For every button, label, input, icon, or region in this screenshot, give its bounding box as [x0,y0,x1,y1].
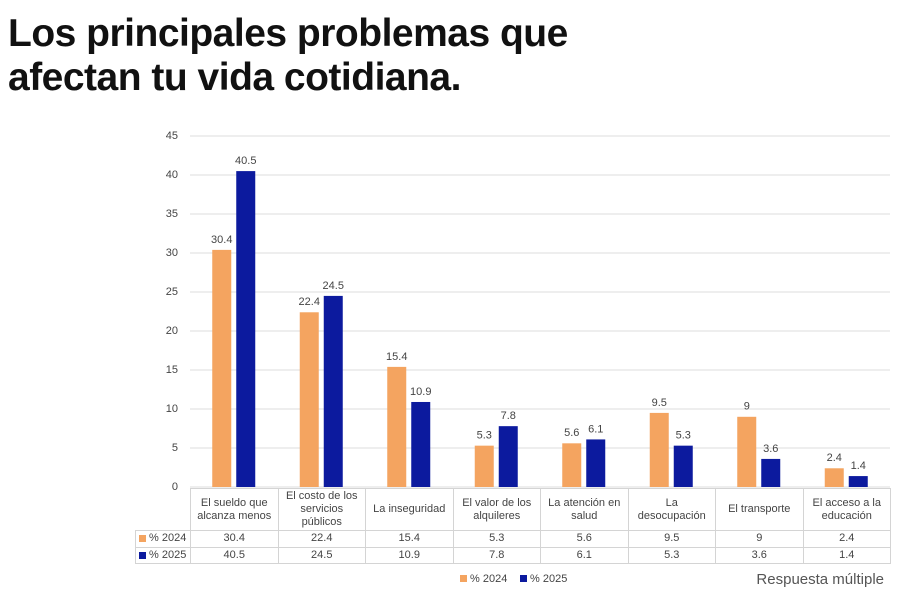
data-label: 9 [744,401,750,413]
bar [323,295,343,487]
bar [498,426,518,487]
data-label: 5.3 [676,430,691,442]
legend-label: % 2024 [470,573,507,585]
y-tick-label: 45 [166,130,178,142]
data-label: 5.6 [564,427,579,439]
y-tick-label: 5 [172,442,178,454]
table-value: 9.5 [627,530,716,548]
data-label: 15.4 [386,351,407,363]
category-label: La desocupación [627,488,716,531]
data-label: 2.4 [827,452,842,464]
category-label: El valor de los alquileres [452,488,541,531]
category-label: El sueldo que alcanza menos [190,488,279,531]
y-tick-label: 35 [166,208,178,220]
legend-swatch [139,551,146,559]
table-value: 22.4 [277,530,366,548]
bar [673,445,693,487]
bar [387,366,407,487]
data-label: 6.1 [588,423,603,435]
category-label: La inseguridad [365,488,454,531]
data-label: 10.9 [410,386,431,398]
category-label: El acceso a la educación [802,488,891,531]
data-label: 1.4 [851,460,866,472]
data-label: 30.4 [211,234,232,246]
table-value: 5.6 [540,530,629,548]
table-value: 1.4 [802,546,891,564]
data-label: 24.5 [323,280,344,292]
legend-label: % 2025 [530,573,567,585]
y-tick-label: 20 [166,325,178,337]
title-line: Los principales problemas que [8,12,568,55]
bar [411,401,431,487]
y-tick-label: 30 [166,247,178,259]
bar [761,458,781,487]
data-label: 5.3 [477,430,492,442]
category-label: La atención en salud [540,488,629,531]
table-value: 40.5 [190,546,279,564]
note: Respuesta múltiple [756,571,884,588]
bar [649,412,669,487]
bar [737,416,757,487]
table-row-header: % 2025 [135,546,191,564]
table-value: 7.8 [452,546,541,564]
table-value: 5.3 [452,530,541,548]
data-label: 7.8 [501,410,516,422]
bar [848,476,868,487]
category-label: El transporte [715,488,804,531]
bar [299,312,319,487]
table-value: 2.4 [802,530,891,548]
table-value: 5.3 [627,546,716,564]
table-value: 9 [715,530,804,548]
bar [586,439,606,487]
y-tick-label: 40 [166,169,178,181]
y-tick-label: 10 [166,403,178,415]
data-label: 40.5 [235,155,256,167]
bar [474,445,494,487]
table-value: 10.9 [365,546,454,564]
table-value: 24.5 [277,546,366,564]
table-row-label: % 2025 [149,548,187,561]
title-line: afectan tu vida cotidiana. [8,56,461,99]
bar [824,468,844,487]
table-value: 15.4 [365,530,454,548]
legend-swatch [460,575,467,582]
bar [236,171,256,487]
table-row-label: % 2024 [149,532,187,545]
data-label: 9.5 [652,397,667,409]
legend-swatch [139,535,146,543]
y-tick-label: 0 [172,481,178,493]
legend-swatch [520,575,527,582]
bar [562,443,582,487]
data-label: 22.4 [299,296,320,308]
category-label: El costo de los servicios públicos [277,488,366,531]
table-value: 3.6 [715,546,804,564]
data-label: 3.6 [763,443,778,455]
table-value: 6.1 [540,546,629,564]
table-row-header: % 2024 [135,530,191,548]
bar [212,249,232,487]
y-tick-label: 25 [166,286,178,298]
y-tick-label: 15 [166,364,178,376]
table-value: 30.4 [190,530,279,548]
